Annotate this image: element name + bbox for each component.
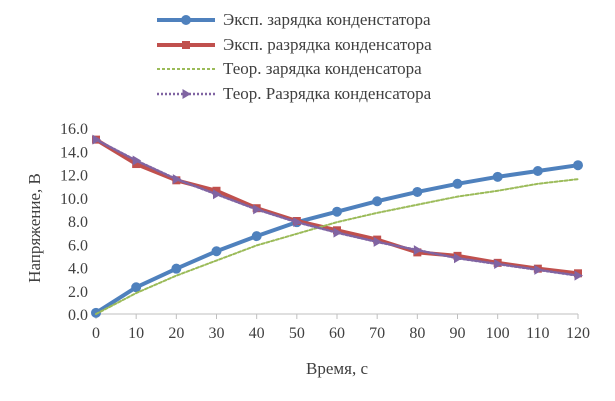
chart-axes — [95, 313, 579, 319]
data-point — [332, 206, 342, 217]
legend-item-exp-discharge: Эксп. разрядка конденсатора — [155, 33, 432, 58]
y-tick-label: 8.0 — [68, 214, 88, 231]
legend-item-theor-charge: Теор. зарядка конденсатора — [155, 57, 432, 82]
data-point — [212, 186, 221, 195]
legend-marker — [181, 15, 191, 26]
series-line-0 — [94, 163, 580, 315]
x-tick-label: 0 — [92, 325, 100, 342]
legend-marker — [182, 89, 191, 100]
data-point — [132, 160, 141, 169]
series-0 — [91, 160, 583, 318]
data-point — [494, 259, 503, 270]
data-point — [333, 227, 342, 238]
x-tick-label: 120 — [566, 325, 590, 342]
data-point — [171, 263, 182, 274]
y-tick-label: 10.0 — [60, 191, 88, 208]
legend-marker — [182, 40, 190, 49]
y-tick-label: 12.0 — [60, 168, 88, 185]
x-tick-label: 80 — [409, 325, 425, 342]
data-point — [172, 174, 182, 185]
data-point — [454, 253, 463, 264]
x-tick-label: 10 — [128, 325, 144, 342]
tick-labels: 0 10 20 30 40 50 60 70 80 90 100 110 120 0.0 2.0 4.0 6.0… — [60, 121, 590, 342]
data-point — [413, 245, 423, 256]
y-tick-label: 16.0 — [60, 121, 88, 138]
legend-swatch-exp-charge — [155, 13, 217, 27]
x-tick-label: 40 — [249, 325, 265, 342]
legend-item-exp-charge: Эксп. зарядка конденстатора — [155, 8, 432, 33]
x-tick-label: 60 — [329, 325, 345, 342]
data-point — [253, 204, 262, 215]
series-3 — [92, 134, 583, 281]
x-axis-label: Время, с — [306, 359, 368, 378]
data-point — [293, 217, 302, 228]
y-tick-label: 2.0 — [68, 284, 88, 301]
x-tick-label: 100 — [486, 325, 510, 342]
x-tick-label: 110 — [526, 325, 549, 342]
data-point — [131, 282, 142, 293]
data-point — [492, 171, 503, 182]
data-point — [251, 231, 262, 242]
data-point — [373, 236, 383, 247]
y-tick-label: 14.0 — [60, 144, 88, 161]
data-point — [91, 307, 101, 318]
x-tick-label: 50 — [289, 325, 305, 342]
series-1 — [92, 135, 582, 278]
x-tick-label: 20 — [168, 325, 184, 342]
legend-item-theor-discharge: Теор. Разрядка конденсатора — [155, 82, 432, 107]
legend-swatch-theor-discharge — [155, 87, 217, 101]
legend-swatch-theor-charge — [155, 62, 217, 76]
y-tick-label: 4.0 — [68, 261, 88, 278]
data-point — [534, 264, 543, 275]
y-tick-label: 0.0 — [68, 307, 88, 324]
x-tick-label: 90 — [450, 325, 466, 342]
legend-label-exp-discharge: Эксп. разрядка конденсатора — [223, 34, 432, 54]
series-line-2 — [95, 178, 579, 315]
legend-swatch-exp-discharge — [155, 38, 217, 52]
chart-legend: Эксп. зарядка конденстатора Эксп. разряд… — [155, 8, 432, 106]
series-2 — [95, 178, 579, 315]
y-axis-label: Напряжение, В — [25, 173, 44, 283]
x-tick-label: 30 — [209, 325, 225, 342]
y-tick-label: 6.0 — [68, 237, 88, 254]
data-point — [573, 160, 583, 171]
legend-label-exp-charge: Эксп. зарядка конденстатора — [223, 10, 431, 30]
legend-label-theor-discharge: Теор. Разрядка конденсатора — [223, 84, 432, 104]
data-point — [92, 134, 101, 145]
data-point — [213, 189, 222, 200]
plot-area — [91, 134, 583, 318]
x-tick-label: 70 — [369, 325, 385, 342]
data-point — [532, 166, 543, 177]
series-line-1 — [94, 137, 580, 276]
data-point — [132, 155, 142, 166]
data-point — [372, 196, 383, 207]
data-point — [574, 270, 583, 281]
data-point — [211, 246, 222, 257]
data-point — [412, 186, 423, 197]
data-point — [452, 178, 463, 189]
legend-label-theor-charge: Теор. зарядка конденсатора — [223, 59, 422, 79]
